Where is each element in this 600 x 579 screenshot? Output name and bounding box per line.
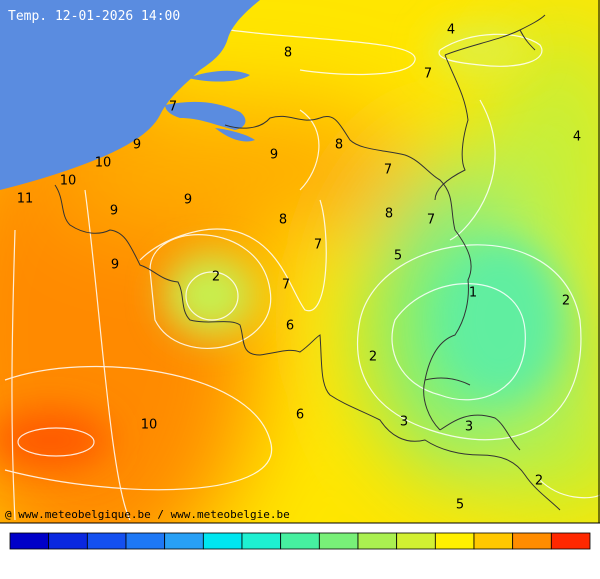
legend-swatch xyxy=(434,532,475,550)
isoline-label: 2 xyxy=(212,270,220,285)
isoline-label: 10 xyxy=(141,418,158,433)
legend-swatch xyxy=(48,532,88,550)
estuaries xyxy=(165,70,255,142)
isoline-label: 7 xyxy=(282,278,290,293)
legend-swatch xyxy=(280,532,320,550)
isoline-label: 2 xyxy=(562,294,570,309)
legend-swatch xyxy=(164,532,204,550)
credit: @ www.meteobelgique.be / www.meteobelgie… xyxy=(5,508,290,521)
isoline-label: 9 xyxy=(133,138,141,153)
legend-swatch xyxy=(125,532,166,550)
map-title: Temp. 12-01-2026 14:00 xyxy=(8,9,180,24)
legend-swatch xyxy=(396,532,436,550)
legend-swatch xyxy=(512,532,552,550)
isoline-label: 7 xyxy=(384,163,392,178)
isoline-label: 2 xyxy=(535,474,543,489)
isoline-label: 8 xyxy=(335,138,343,153)
isoline-label: 9 xyxy=(270,148,278,163)
legend-swatch xyxy=(473,532,514,550)
isoline-label: 9 xyxy=(184,193,192,208)
isoline-label: 9 xyxy=(111,258,119,273)
isoline-label: 4 xyxy=(573,130,581,145)
isoline-label: 11 xyxy=(17,192,34,207)
isoline-label: 8 xyxy=(279,213,287,228)
isoline-label: 8 xyxy=(284,46,292,61)
isoline-label: 7 xyxy=(314,238,322,253)
isoline-label: 5 xyxy=(456,498,464,513)
isoline-label: 7 xyxy=(169,100,177,115)
legend-swatch xyxy=(241,532,282,550)
isoline-label: 4 xyxy=(447,23,455,38)
isoline-label: 3 xyxy=(465,420,473,435)
isoline-label: 3 xyxy=(400,415,408,430)
legend-swatch xyxy=(357,532,398,550)
isoline-label: 5 xyxy=(394,249,402,264)
legend-swatch xyxy=(550,532,591,550)
isoline-label: 7 xyxy=(427,213,435,228)
isoline-label: 10 xyxy=(95,156,112,171)
isoline-label: 9 xyxy=(110,204,118,219)
isoline-label: 1 xyxy=(469,286,477,301)
legend-swatch xyxy=(9,532,50,550)
borders xyxy=(54,14,561,511)
sea xyxy=(0,0,260,190)
legend-swatch xyxy=(318,532,359,550)
isoline-label: 6 xyxy=(286,319,294,334)
isoline-label: 6 xyxy=(296,408,304,423)
isoline-label: 10 xyxy=(60,174,77,189)
legend-swatch xyxy=(202,532,243,550)
legend-swatch xyxy=(86,532,127,550)
color-legend xyxy=(9,532,591,550)
isoline-label: 8 xyxy=(385,207,393,222)
isoline-label: 2 xyxy=(369,350,377,365)
isolines xyxy=(4,29,600,521)
isoline-label: 7 xyxy=(424,67,432,82)
